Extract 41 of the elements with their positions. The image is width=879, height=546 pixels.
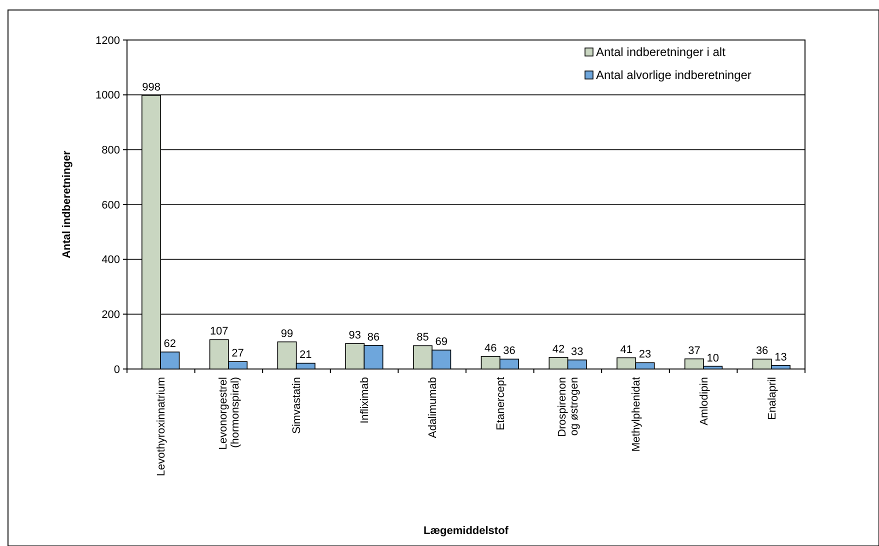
x-axis-title: Lægemiddelstof — [424, 525, 509, 537]
data-label: 107 — [210, 326, 228, 338]
x-tick-label: Methylphenidat — [630, 377, 643, 452]
x-tick-label: Etanercept — [494, 377, 507, 430]
x-tick-label: Infliximab — [359, 377, 372, 424]
x-tick-label: Simvastatin — [291, 377, 304, 434]
x-tick-label: Enalapril — [766, 377, 778, 420]
x-tick-label: Levothyroxinnatrium — [155, 377, 168, 476]
y-tick-label: 1000 — [96, 90, 120, 102]
data-label: 23 — [638, 348, 652, 361]
data-label: 36 — [503, 345, 516, 358]
y-axis-title: Antal indberetninger — [61, 150, 73, 258]
y-tick-label: 200 — [102, 309, 120, 322]
legend-label: Antal indberetninger i alt — [596, 45, 726, 60]
data-label: 85 — [416, 332, 429, 344]
data-label: 33 — [571, 346, 584, 358]
y-tick-label: 800 — [102, 144, 120, 157]
data-label: 37 — [688, 344, 700, 357]
data-label: 998 — [142, 81, 160, 94]
x-tick-label: Amlodipin — [698, 377, 710, 426]
y-tick-label: 600 — [102, 199, 120, 212]
data-label: 27 — [232, 348, 244, 360]
data-label: 99 — [280, 328, 294, 340]
y-tick-label: 400 — [102, 254, 120, 266]
y-tick-label: 1200 — [96, 34, 120, 47]
data-label: 13 — [774, 351, 787, 364]
x-tick-label: Drospirenon og østrogen — [556, 377, 581, 437]
data-label: 36 — [756, 345, 768, 358]
data-label: 21 — [300, 349, 312, 362]
data-label: 42 — [552, 343, 565, 356]
data-label: 10 — [706, 352, 719, 364]
x-tick-label: Adalimumab — [426, 377, 439, 438]
data-label: 46 — [484, 342, 497, 354]
x-tick-label: Levonorgestrel (hormonspiral) — [217, 377, 242, 450]
data-label: 41 — [620, 344, 632, 356]
legend-label: Antal alvorlige indberetninger — [596, 68, 752, 82]
data-label: 62 — [164, 338, 176, 350]
y-tick-label: 0 — [114, 364, 120, 376]
data-label: 93 — [348, 330, 361, 342]
data-label: 69 — [435, 336, 448, 348]
data-label: 86 — [367, 331, 380, 344]
